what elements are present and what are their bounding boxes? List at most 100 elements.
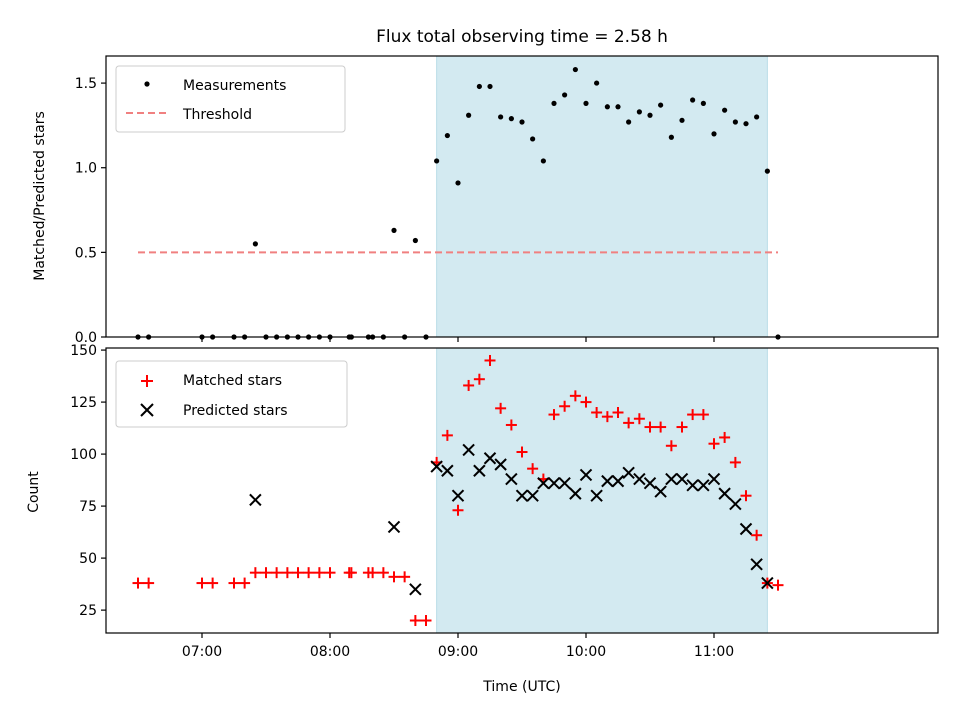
top-axes-frame [105, 55, 939, 338]
chart-title: Flux total observing time = 2.58 h [376, 27, 668, 47]
legend-measurements-label: Measurements [183, 78, 286, 94]
predicted-star-point [622, 466, 635, 480]
predicted-star-point [707, 472, 721, 486]
matched-star-point [249, 567, 261, 579]
matched-star-point [495, 402, 507, 414]
predicted-star-point [654, 485, 667, 498]
measurement-point [487, 83, 493, 90]
measurement-point [732, 119, 738, 125]
matched-star-point [367, 567, 379, 579]
matched-star-point [196, 577, 208, 589]
matched-star-point [441, 429, 453, 441]
legend-threshold-label: Threshold [182, 107, 252, 123]
legend-matched-label: Matched stars [183, 373, 282, 389]
matched-star-point [260, 567, 272, 579]
measurement-point [711, 131, 717, 137]
matched-star-point [719, 431, 731, 443]
measurement-point [391, 227, 397, 233]
matched-star-point [303, 567, 315, 579]
matched-star-point [655, 421, 667, 433]
measurement-point [604, 104, 610, 110]
predicted-star-point [569, 487, 582, 500]
top-legend: Measurements Threshold [115, 65, 346, 133]
matched-star-point [697, 409, 709, 421]
measurement-point [636, 109, 642, 115]
matched-star-point [271, 567, 283, 579]
y-tick-label: 0.5 [75, 245, 97, 261]
matched-star-point [612, 406, 624, 418]
measurement-point [594, 80, 600, 86]
matched-star-point [740, 490, 752, 502]
predicted-star-point [483, 452, 497, 465]
y-tick-label: 125 [70, 395, 97, 411]
legend-matched-marker [141, 375, 153, 387]
x-axis-label: Time (UTC) [482, 679, 560, 695]
matched-star-point [420, 615, 432, 627]
measurement-point [455, 180, 461, 186]
panel-flux-ratio: 0.0 0.5 1.0 1.5 Matched/Predicted stars Mea… [32, 55, 939, 346]
measurement-point [530, 136, 536, 142]
predicted-star-point [547, 477, 561, 490]
measurement-point [498, 114, 504, 120]
measurement-point [764, 168, 770, 174]
matched-star-point [548, 409, 560, 421]
matched-star-point [527, 463, 539, 475]
y-tick-label: 50 [79, 551, 97, 567]
predicted-star-point [473, 464, 486, 477]
predicted-star-point [739, 522, 753, 536]
measurement-point [412, 237, 418, 244]
y-tick-label: 25 [79, 603, 97, 619]
predicted-star-point [697, 479, 710, 492]
matched-star-point [313, 567, 325, 579]
predicted-star-point [718, 487, 731, 500]
measurement-point [252, 241, 258, 247]
predicted-star-point [675, 472, 689, 486]
matched-star-point [292, 567, 304, 579]
measurement-point [434, 158, 440, 164]
measurement-point [508, 116, 514, 122]
predicted-star-point [462, 443, 475, 457]
measurement-point [626, 119, 632, 125]
bot-axes-frame [105, 347, 939, 634]
measurement-point [743, 121, 749, 127]
y-tick-label: 150 [70, 343, 97, 359]
matched-star-point [377, 567, 389, 579]
matched-star-point [281, 567, 293, 579]
predicted-star-point [249, 493, 262, 507]
matched-star-point [143, 577, 155, 589]
bottom-legend-box [115, 360, 348, 428]
matched-star-point [729, 456, 741, 468]
predicted-star-point [601, 474, 614, 488]
matched-star-point [345, 567, 357, 579]
matched-star-point [132, 577, 144, 589]
matched-star-point [473, 373, 485, 385]
measurement-point [700, 100, 706, 106]
measurement-point [551, 100, 557, 106]
matched-star-point [228, 577, 240, 589]
predicted-star-point [761, 576, 774, 590]
predicted-star-point [409, 583, 422, 596]
matched-star-point [665, 440, 677, 452]
measurement-point [754, 114, 760, 120]
x-tick-label: 07:00 [182, 644, 222, 660]
matched-star-point [601, 411, 613, 423]
predicted-star-point [579, 468, 593, 482]
legend-predicted-marker [140, 403, 154, 417]
y-tick-label: 75 [79, 499, 97, 515]
predicted-star-point [729, 497, 742, 511]
predicted-star-point [558, 477, 571, 490]
top-legend-box [115, 65, 346, 133]
predicted-star-point [494, 458, 507, 471]
predicted-star-point [505, 472, 518, 486]
matched-star-point [644, 421, 656, 433]
measurement-point [476, 83, 482, 90]
predicted-star-point [686, 479, 699, 492]
measurement-point [540, 158, 546, 164]
matched-star-point [772, 579, 784, 591]
measurement-point [572, 66, 578, 73]
matched-star-point [324, 567, 336, 579]
bottom-legend: Matched stars Predicted stars [115, 360, 348, 428]
predicted-star-point [590, 489, 603, 502]
predicted-star-point [441, 464, 454, 477]
matched-star-point [399, 571, 411, 583]
